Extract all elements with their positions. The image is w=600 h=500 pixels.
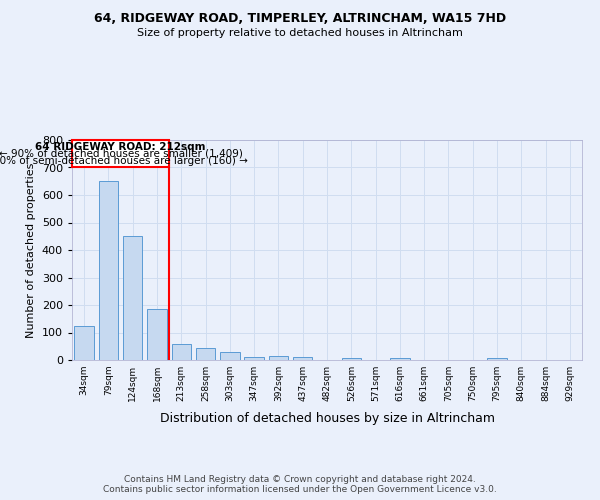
Text: Contains HM Land Registry data © Crown copyright and database right 2024.: Contains HM Land Registry data © Crown c… xyxy=(124,476,476,484)
Bar xyxy=(244,357,264,360)
Bar xyxy=(147,309,167,360)
Bar xyxy=(123,236,142,360)
Bar xyxy=(172,344,191,360)
Bar xyxy=(341,358,361,360)
Bar xyxy=(269,356,288,360)
Text: ← 90% of detached houses are smaller (1,409): ← 90% of detached houses are smaller (1,… xyxy=(0,149,242,159)
Bar xyxy=(196,348,215,360)
Text: 64, RIDGEWAY ROAD, TIMPERLEY, ALTRINCHAM, WA15 7HD: 64, RIDGEWAY ROAD, TIMPERLEY, ALTRINCHAM… xyxy=(94,12,506,26)
Bar xyxy=(74,326,94,360)
Text: 10% of semi-detached houses are larger (160) →: 10% of semi-detached houses are larger (… xyxy=(0,156,248,166)
Y-axis label: Number of detached properties: Number of detached properties xyxy=(26,162,36,338)
Bar xyxy=(293,357,313,360)
Text: Size of property relative to detached houses in Altrincham: Size of property relative to detached ho… xyxy=(137,28,463,38)
Bar xyxy=(487,358,507,360)
Bar xyxy=(220,352,239,360)
X-axis label: Distribution of detached houses by size in Altrincham: Distribution of detached houses by size … xyxy=(160,412,494,426)
Bar xyxy=(390,358,410,360)
Text: 64 RIDGEWAY ROAD: 212sqm: 64 RIDGEWAY ROAD: 212sqm xyxy=(35,142,206,152)
FancyBboxPatch shape xyxy=(72,140,169,168)
Text: Contains public sector information licensed under the Open Government Licence v3: Contains public sector information licen… xyxy=(103,486,497,494)
Bar xyxy=(99,181,118,360)
